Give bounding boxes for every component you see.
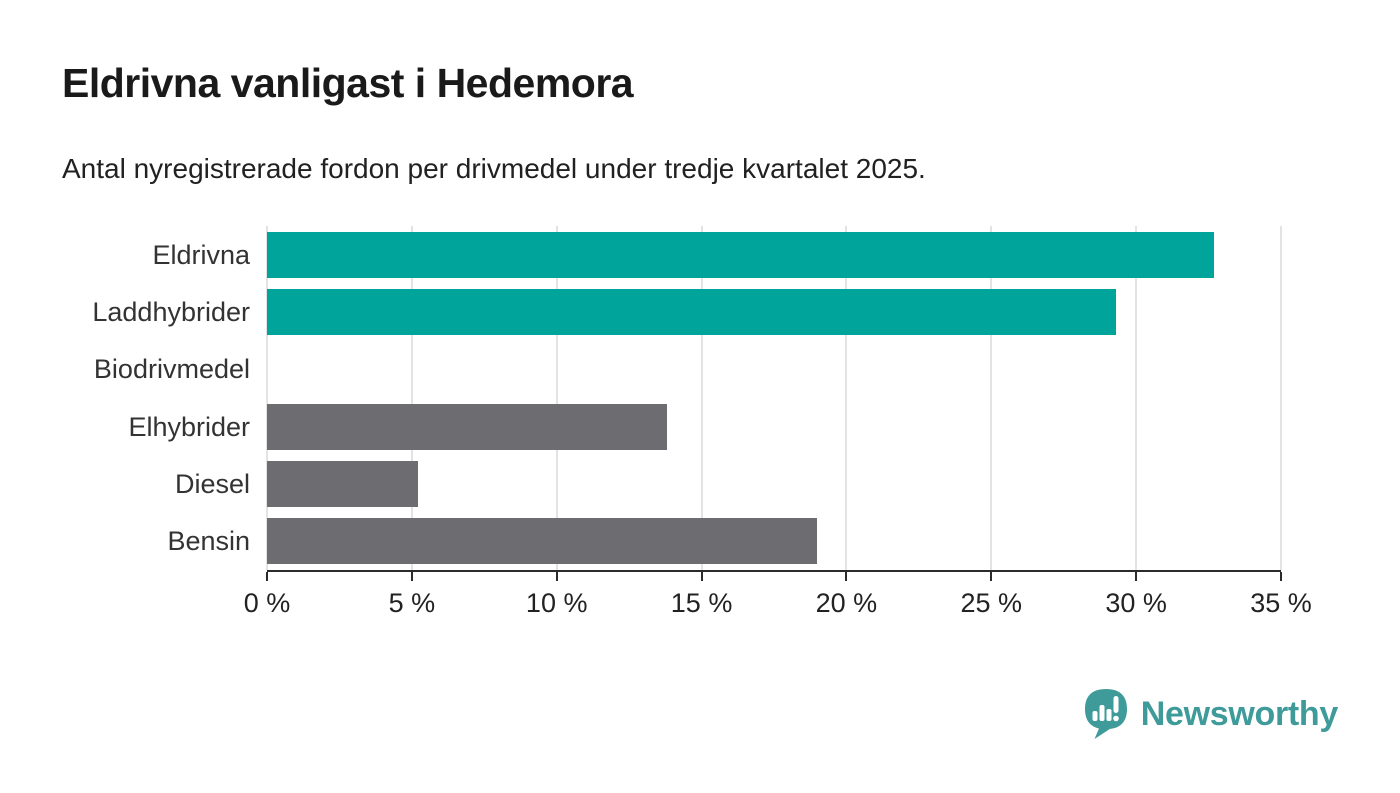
bar-eldrivna	[267, 231, 1215, 278]
tick-mark-10	[555, 572, 558, 581]
plot-area	[266, 226, 1282, 570]
tick-mark-5	[410, 572, 413, 581]
category-label-eldrivna: Eldrivna	[152, 239, 250, 270]
chart-title: Eldrivna vanligast i Hedemora	[62, 60, 634, 106]
tick-label-35: 35 %	[1250, 588, 1312, 618]
gridline-20	[845, 226, 848, 570]
tick-label-20: 20 %	[815, 588, 878, 618]
category-label-bensin: Bensin	[167, 526, 250, 557]
tick-mark-20	[845, 572, 848, 581]
tick-label-5: 5 %	[388, 588, 436, 618]
gridline-30	[1135, 226, 1138, 570]
bar-elhybrider	[267, 403, 667, 450]
gridline-10	[555, 226, 558, 570]
tick-label-15: 15 %	[670, 588, 733, 618]
category-label-diesel: Diesel	[174, 469, 250, 499]
bar-bensin	[267, 518, 818, 565]
tick-label-30: 30 %	[1105, 588, 1167, 618]
gridline-5	[410, 226, 413, 570]
category-label-laddhybrider: Laddhybrider	[92, 297, 250, 327]
gridline-35	[1280, 226, 1282, 570]
tick-mark-30	[1135, 572, 1138, 581]
tick-label-25: 25 %	[960, 588, 1023, 618]
category-labels: Eldrivna Laddhybrider Biodrivmedel Elhybrid…	[0, 226, 250, 570]
bar-diesel	[267, 461, 418, 507]
tick-label-0: 0 %	[243, 588, 291, 618]
branding: Newsworthy	[1083, 688, 1338, 740]
tick-mark-0	[266, 572, 268, 581]
tick-mark-15	[700, 572, 703, 581]
newsworthy-logo-text: Newsworthy	[1140, 694, 1339, 733]
chart-subtitle: Antal nyregistrerade fordon per drivmede…	[62, 153, 926, 184]
tick-mark-25	[990, 572, 993, 581]
bar-laddhybrider	[267, 289, 1116, 335]
gridline-15	[700, 226, 703, 570]
tick-mark-35	[1280, 572, 1282, 581]
gridline-0	[266, 226, 268, 570]
gridline-25	[990, 226, 993, 570]
x-axis: 0 % 5 % 10 % 15 % 20 % 25 % 30 % 35 %	[244, 570, 1312, 630]
newsworthy-logo-icon	[1084, 689, 1127, 739]
tick-label-10: 10 %	[525, 588, 588, 618]
category-label-elhybrider: Elhybrider	[128, 411, 250, 442]
category-label-biodrivmedel: Biodrivmedel	[93, 354, 250, 385]
